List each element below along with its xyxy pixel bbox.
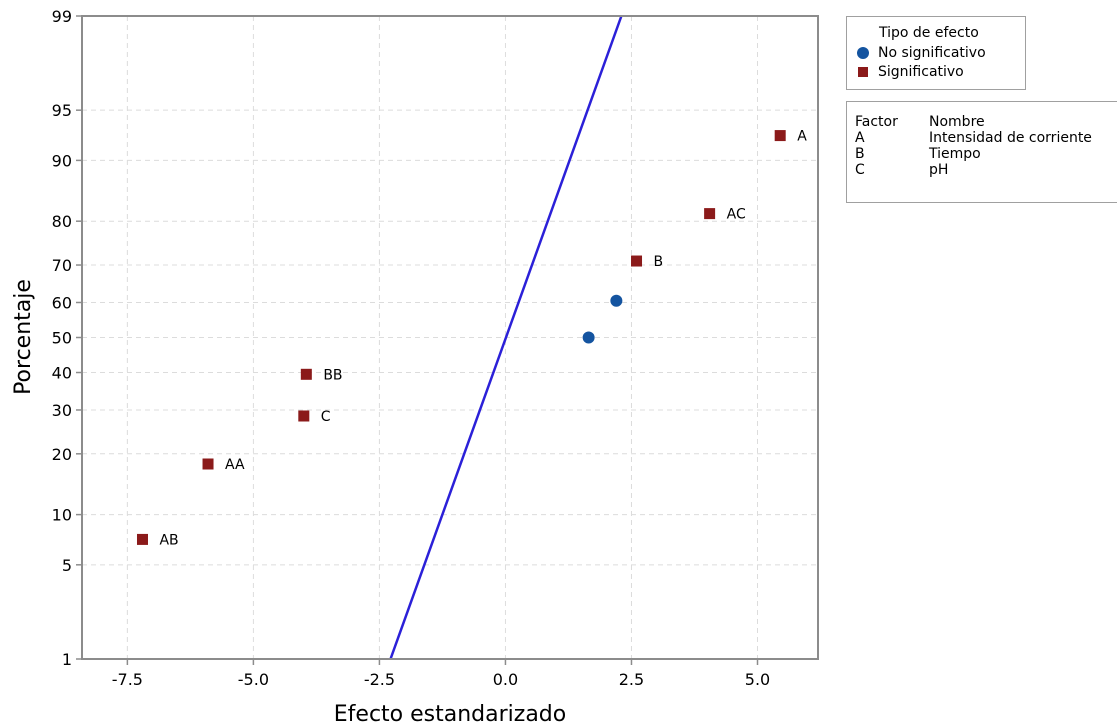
name-header: Nombre [929, 114, 985, 130]
y-tick-label: 50 [52, 329, 72, 348]
y-tick-label: 80 [52, 212, 72, 231]
factor-name: Intensidad de corriente [929, 130, 1092, 146]
x-axis-ticks: -7.5 -5.0 -2.5 0.0 2.5 5.0 [112, 659, 770, 689]
legend-entry-label: Significativo [878, 64, 964, 80]
factor-header: Factor [855, 114, 898, 130]
y-tick-label: 5 [62, 556, 72, 575]
factor-row: C pH [855, 162, 1092, 178]
significant-point [774, 130, 786, 142]
point-label: C [321, 409, 331, 425]
non-significant-point [582, 331, 595, 344]
point-label: AC [727, 207, 746, 223]
factor-row: B Tiempo [855, 146, 1092, 162]
significant-point [298, 410, 310, 422]
factor-code: A [855, 130, 865, 146]
factor-table: Factor Nombre A Intensidad de corriente … [846, 101, 1117, 203]
x-tick-label: 5.0 [745, 670, 770, 689]
factor-name: pH [929, 162, 949, 178]
point-label: AA [225, 457, 245, 473]
factor-name: Tiempo [929, 146, 981, 162]
x-axis-label: Efecto estandarizado [334, 702, 566, 727]
factor-table-grid: Factor Nombre A Intensidad de corriente … [855, 114, 1092, 178]
y-axis-ticks: 1 5 10 20 30 40 50 60 70 80 90 95 99 [52, 7, 82, 669]
point-label: A [797, 129, 807, 145]
legend-title: Tipo de efecto [879, 25, 979, 41]
reference-line [389, 15, 623, 660]
legend-entry-not-significant: No significativo [857, 44, 986, 62]
circle-marker-icon [857, 47, 869, 59]
x-tick-label: -7.5 [112, 670, 143, 689]
x-tick-label: -2.5 [364, 670, 395, 689]
grid [82, 16, 818, 659]
y-tick-label: 99 [52, 7, 72, 26]
y-tick-label: 10 [52, 506, 72, 525]
y-tick-label: 95 [52, 101, 72, 120]
factor-table-header: Factor Nombre [855, 114, 1092, 130]
x-tick-label: -5.0 [238, 670, 269, 689]
point-label: AB [159, 532, 178, 548]
factor-code: B [855, 146, 865, 162]
y-axis-label: Porcentaje [11, 279, 36, 395]
significant-point [631, 255, 643, 267]
y-tick-label: 1 [62, 650, 72, 669]
point-label: BB [323, 367, 342, 383]
square-marker-icon [858, 67, 868, 77]
legend-effect-type: Tipo de efecto No significativo Signific… [846, 16, 1026, 90]
x-tick-label: 2.5 [619, 670, 644, 689]
significant-point [202, 458, 214, 470]
significant-point [136, 533, 148, 545]
y-tick-label: 40 [52, 364, 72, 383]
non-significant-point [610, 294, 623, 307]
y-tick-label: 30 [52, 401, 72, 420]
y-tick-label: 90 [52, 151, 72, 170]
factor-code: C [855, 162, 865, 178]
significant-point [300, 368, 312, 380]
reference-line-layer [389, 15, 623, 660]
point-label: B [654, 254, 664, 270]
legend-entry-significant: Significativo [857, 63, 964, 81]
y-tick-label: 20 [52, 445, 72, 464]
y-tick-label: 70 [52, 256, 72, 275]
x-tick-label: 0.0 [493, 670, 518, 689]
y-tick-label: 60 [52, 293, 72, 312]
legend-entry-label: No significativo [878, 45, 986, 61]
significant-point [704, 208, 716, 220]
factor-row: A Intensidad de corriente [855, 130, 1092, 146]
